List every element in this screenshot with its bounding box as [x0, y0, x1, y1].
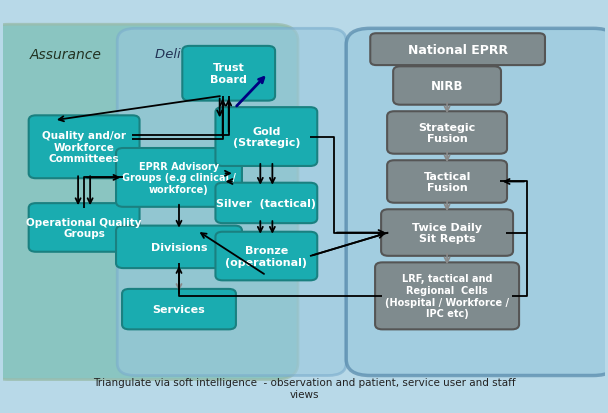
Text: Assurance: Assurance [30, 47, 102, 62]
Text: Strategic
Fusion: Strategic Fusion [418, 122, 475, 144]
FancyBboxPatch shape [215, 183, 317, 223]
FancyBboxPatch shape [116, 226, 242, 268]
FancyBboxPatch shape [375, 263, 519, 330]
FancyBboxPatch shape [387, 112, 507, 154]
Text: Operational Quality
Groups: Operational Quality Groups [26, 217, 142, 239]
FancyBboxPatch shape [387, 161, 507, 203]
FancyBboxPatch shape [370, 34, 545, 66]
Text: NIRB: NIRB [431, 80, 463, 93]
Text: Trust
Board: Trust Board [210, 63, 247, 85]
FancyBboxPatch shape [122, 289, 236, 330]
Text: EPRR Advisory
Groups (e.g clinical /
workforce): EPRR Advisory Groups (e.g clinical / wor… [122, 161, 236, 195]
FancyBboxPatch shape [0, 25, 298, 380]
FancyBboxPatch shape [346, 29, 608, 375]
Text: National EPRR: National EPRR [407, 43, 508, 57]
Text: Services: Services [153, 304, 206, 314]
Text: Silver  (tactical): Silver (tactical) [216, 199, 316, 209]
Text: Twice Daily
Sit Repts: Twice Daily Sit Repts [412, 222, 482, 244]
FancyBboxPatch shape [29, 116, 139, 179]
FancyBboxPatch shape [381, 210, 513, 256]
Text: Delivery/ Local
EPRR: Delivery/ Local EPRR [156, 47, 254, 76]
Text: Bronze
(operational): Bronze (operational) [226, 246, 308, 267]
Text: Gold
(Strategic): Gold (Strategic) [233, 126, 300, 148]
FancyBboxPatch shape [182, 47, 275, 101]
Text: Tactical
Fusion: Tactical Fusion [423, 171, 471, 193]
FancyBboxPatch shape [215, 232, 317, 281]
FancyBboxPatch shape [116, 149, 242, 207]
FancyBboxPatch shape [215, 108, 317, 166]
Text: Divisions: Divisions [151, 242, 207, 252]
FancyBboxPatch shape [29, 204, 139, 252]
Text: Triangulate via soft intelligence  - observation and patient, service user and s: Triangulate via soft intelligence - obse… [92, 377, 516, 399]
FancyBboxPatch shape [393, 67, 501, 105]
Text: Quality and/or
Workforce
Committees: Quality and/or Workforce Committees [42, 131, 126, 164]
FancyBboxPatch shape [117, 29, 346, 375]
Text: LRF, tactical and
Regional  Cells
(Hospital / Workforce /
IPC etc): LRF, tactical and Regional Cells (Hospit… [385, 274, 509, 318]
